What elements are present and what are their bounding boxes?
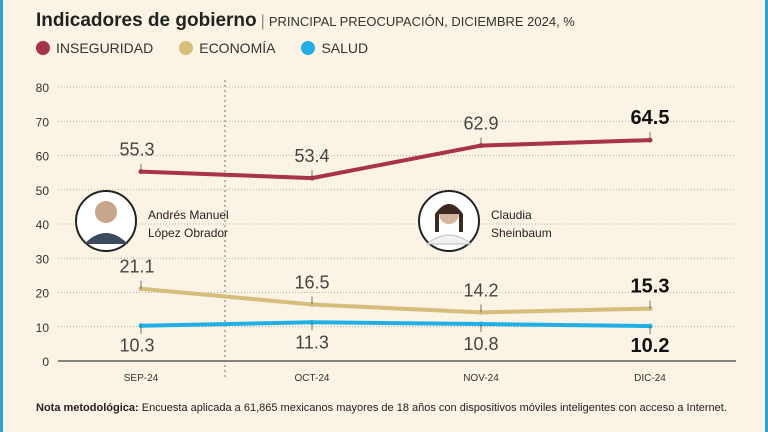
- legend-dot-salud: [301, 41, 316, 55]
- y-tick-label: 20: [36, 287, 50, 301]
- title-separator: |: [260, 13, 265, 30]
- sheinbaum-portrait-hair: [435, 204, 463, 232]
- y-tick-label: 10: [36, 321, 50, 335]
- chart-title: Indicadores de gobierno: [36, 10, 257, 31]
- y-tick-label: 60: [36, 150, 50, 164]
- x-axis: SEP-24 OCT-24 NOV-24 DIC-24: [124, 373, 667, 384]
- note-label: Nota metodológica:: [36, 402, 139, 414]
- legend-dot-inseguridad: [36, 41, 50, 55]
- legend-label-inseguridad: INSEGURIDAD: [56, 40, 154, 56]
- legend-dot-economia: [179, 41, 194, 55]
- legend-label-economia: ECONOMÍA: [199, 40, 276, 56]
- y-tick-label: 50: [36, 184, 50, 198]
- data-label-salud: 10.2: [631, 335, 670, 357]
- chart-subtitle: PRINCIPAL PREOCUPACIÓN, DICIEMBRE 2024, …: [268, 14, 575, 29]
- data-label-economia: 15.3: [631, 276, 670, 298]
- amlo-portrait-head: [95, 201, 117, 223]
- x-tick-label: DIC-24: [634, 373, 666, 384]
- note-text: Encuesta aplicada a 61,865 mexicanos may…: [138, 402, 727, 414]
- legend-item-economia: ECONOMÍA: [179, 40, 275, 56]
- y-tick-label: 40: [36, 218, 50, 232]
- chart-header: Indicadores de gobierno | PRINCIPAL PREOCU…: [36, 10, 575, 32]
- legend-item-inseguridad: INSEGURIDAD: [36, 40, 153, 56]
- amlo-annotation: Andrés Manuel López Obrador: [75, 190, 229, 252]
- data-label-inseguridad: 53.4: [294, 146, 329, 166]
- data-label-economia: 14.2: [463, 280, 498, 300]
- series-line-economia: [139, 286, 652, 315]
- data-label-salud: 10.3: [119, 336, 154, 356]
- x-tick-label: OCT-24: [294, 373, 329, 384]
- legend-label-salud: SALUD: [321, 40, 369, 56]
- chart-legend: INSEGURIDAD ECONOMÍA SALUD: [36, 40, 368, 56]
- amlo-portrait-body: [84, 233, 128, 244]
- data-label-salud: 11.3: [295, 332, 329, 352]
- series-line-inseguridad: [139, 138, 652, 181]
- legend-item-salud: SALUD: [301, 40, 368, 56]
- y-tick-label: 0: [42, 355, 49, 369]
- grid: [58, 86, 736, 362]
- sheinbaum-label-line2: Sheinbaum: [491, 226, 552, 240]
- methodology-note: Nota metodológica: Encuesta aplicada a 6…: [36, 402, 727, 414]
- series-group: 55.3 53.4 62.9 64.5 21.1 16.5 14.2 15.3 10.3 11.3…: [119, 107, 669, 357]
- sheinbaum-label-line1: Claudia: [491, 208, 532, 222]
- sheinbaum-portrait-body: [425, 234, 473, 245]
- data-label-economia: 16.5: [294, 272, 329, 292]
- amlo-label-line1: Andrés Manuel: [148, 208, 229, 222]
- y-axis: 0 10 20 30 40 50 60 70 80: [36, 81, 50, 369]
- y-tick-label: 70: [36, 115, 50, 129]
- data-label-salud: 10.8: [463, 334, 498, 354]
- sheinbaum-annotation: Claudia Sheinbaum: [418, 190, 552, 252]
- x-tick-label: SEP-24: [124, 373, 159, 384]
- line-chart: 0 10 20 30 40 50 60 70 80 SEP-24 OCT-24 NOV-24 DIC-…: [36, 80, 736, 384]
- data-label-inseguridad: 55.3: [119, 140, 154, 160]
- x-tick-label: NOV-24: [463, 373, 499, 384]
- series-line-salud: [139, 320, 652, 329]
- y-tick-label: 30: [36, 252, 50, 266]
- data-label-inseguridad: 62.9: [463, 114, 498, 134]
- data-label-economia: 21.1: [119, 257, 154, 277]
- y-tick-label: 80: [36, 81, 50, 95]
- data-label-inseguridad: 64.5: [631, 107, 670, 129]
- amlo-label-line2: López Obrador: [148, 226, 228, 240]
